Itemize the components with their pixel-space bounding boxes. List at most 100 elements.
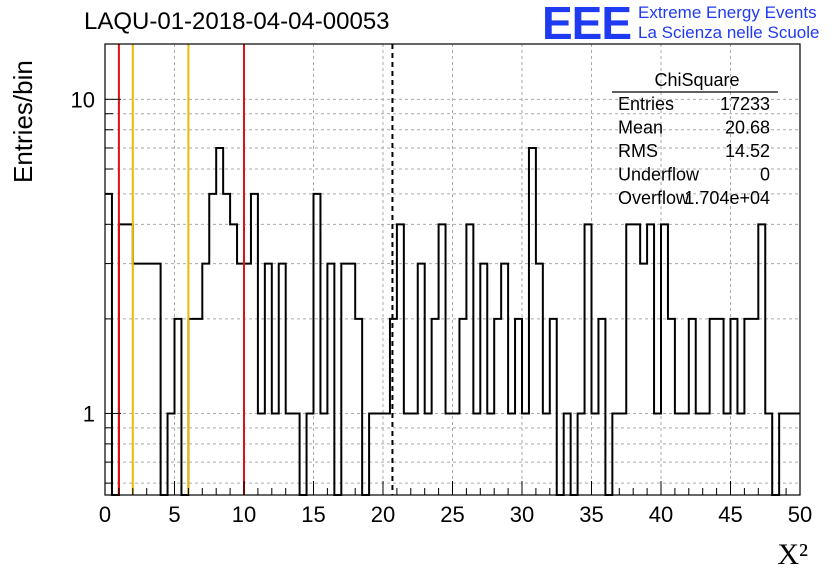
- histogram-bin: [536, 264, 543, 495]
- histogram-bin: [731, 319, 738, 495]
- histogram-bin: [675, 413, 682, 495]
- histogram-bin: [348, 264, 355, 495]
- stats-value: 1.704e+04: [684, 188, 770, 208]
- histogram-bin: [779, 413, 786, 495]
- y-ticks: 1 10: [71, 87, 121, 484]
- histogram-bin: [480, 264, 487, 495]
- histogram-bin: [230, 224, 237, 495]
- histogram-bin: [286, 413, 293, 495]
- x-axis-label: X²: [777, 538, 808, 571]
- x-tick-label: 25: [440, 502, 464, 527]
- stats-label: Entries: [618, 94, 674, 114]
- histogram-bin: [237, 264, 244, 495]
- histogram-bin: [209, 194, 216, 495]
- histogram-bin: [216, 148, 223, 495]
- stats-value: 17233: [720, 94, 770, 114]
- y-axis-label: Entries/bin: [8, 60, 38, 183]
- stats-value: 20.68: [725, 118, 770, 138]
- run-title: LAQU-01-2018-04-04-00053: [84, 8, 390, 35]
- histogram-bin: [529, 148, 536, 495]
- histogram-bin: [661, 224, 668, 495]
- histogram-bin: [564, 413, 571, 495]
- histogram-bin: [543, 413, 550, 495]
- x-tick-label: 35: [579, 502, 603, 527]
- histogram-bin: [696, 413, 703, 495]
- histogram-bin: [668, 319, 675, 495]
- histogram-bin: [202, 264, 209, 495]
- histogram-bin: [126, 224, 133, 495]
- histogram-bin: [223, 194, 230, 495]
- histogram-bin: [453, 413, 460, 495]
- histogram-bin: [647, 224, 654, 495]
- histogram-bin: [612, 413, 619, 495]
- x-tick-label: 15: [301, 502, 325, 527]
- x-tick-label: 40: [649, 502, 673, 527]
- histogram-bin: [355, 319, 362, 495]
- histogram-bin: [272, 413, 279, 495]
- stats-value: 0: [760, 165, 770, 185]
- histogram-bin: [307, 413, 314, 495]
- histogram-bin: [550, 319, 557, 495]
- histogram-bin: [737, 413, 744, 495]
- histogram-bin: [633, 224, 640, 495]
- histogram-bin: [654, 413, 661, 495]
- x-tick-label: 50: [788, 502, 812, 527]
- histogram-bin: [147, 264, 154, 495]
- histogram-bin: [133, 264, 140, 495]
- histogram-bin: [293, 413, 300, 495]
- histogram-bin: [168, 413, 175, 495]
- histogram-line: [105, 146, 800, 496]
- histogram-bin: [244, 264, 251, 495]
- histogram-bin: [140, 264, 147, 495]
- histogram-bin: [327, 264, 334, 495]
- histogram-bin: [689, 319, 696, 495]
- histogram-bin: [175, 319, 182, 495]
- histogram-bin: [592, 413, 599, 495]
- histogram-bin: [793, 413, 800, 495]
- histogram-bin: [515, 319, 522, 495]
- histogram-bin: [418, 264, 425, 495]
- histogram-bin: [501, 264, 508, 495]
- histogram-bin: [439, 224, 446, 495]
- histogram-bin: [682, 413, 689, 495]
- histogram-bin: [459, 319, 466, 495]
- histogram-bin: [640, 264, 647, 495]
- histogram-bin: [369, 413, 376, 495]
- histogram-bin: [425, 413, 432, 495]
- stats-title: ChiSquare: [654, 70, 739, 90]
- histogram-bin: [404, 413, 411, 495]
- histogram-bin: [341, 264, 348, 495]
- histogram-bin: [508, 413, 515, 495]
- histogram-bin: [598, 319, 605, 495]
- histogram-bin: [717, 319, 724, 495]
- histogram-bin: [279, 264, 286, 495]
- histogram-bin: [320, 413, 327, 495]
- histogram-bin: [751, 319, 758, 495]
- histogram: [105, 146, 800, 496]
- histogram-bin: [376, 413, 383, 495]
- histogram-bin: [397, 224, 404, 495]
- histogram-bin: [494, 319, 501, 495]
- histogram-bin: [258, 413, 265, 495]
- histogram-bin: [758, 224, 765, 495]
- stats-box: ChiSquare Entries 17233 Mean 20.68 RMS 14.52 Un…: [612, 70, 778, 208]
- x-tick-label: 30: [510, 502, 534, 527]
- logo-line-1: Extreme Energy Events: [638, 3, 817, 22]
- histogram-bin: [585, 224, 592, 495]
- stats-label: Underflow: [618, 165, 700, 185]
- histogram-bin: [383, 413, 390, 495]
- x-tick-label: 10: [232, 502, 256, 527]
- histogram-bin: [724, 413, 731, 495]
- histogram-bin: [744, 319, 751, 495]
- stats-label: Mean: [618, 118, 663, 138]
- y-tick-label: 1: [83, 401, 95, 426]
- histogram-bin: [446, 413, 453, 495]
- eee-logo: EEE: [542, 0, 632, 49]
- x-tick-label: 0: [99, 502, 111, 527]
- x-tick-label: 45: [718, 502, 742, 527]
- histogram-bin: [314, 194, 321, 495]
- histogram-bin: [473, 413, 480, 495]
- stats-value: 14.52: [725, 141, 770, 161]
- stats-label: Overflow: [618, 188, 690, 208]
